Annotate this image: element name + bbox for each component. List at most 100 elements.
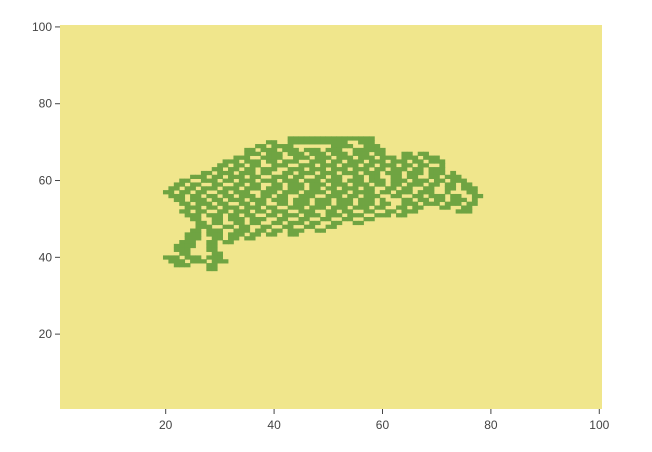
live-cell <box>200 259 207 264</box>
live-cell <box>428 155 435 160</box>
live-cell <box>320 174 326 179</box>
live-cell <box>325 136 332 141</box>
x-tick-label: 40 <box>267 418 281 432</box>
live-cell <box>190 205 196 210</box>
live-cell <box>401 155 408 160</box>
live-cell <box>314 197 321 203</box>
live-cell <box>314 182 321 187</box>
live-cell <box>466 182 473 187</box>
live-cell <box>282 163 289 168</box>
live-cell <box>287 159 294 164</box>
live-cell <box>347 209 354 214</box>
live-cell <box>325 178 332 183</box>
live-cell <box>412 174 419 179</box>
live-cell <box>271 232 278 237</box>
live-cell <box>179 263 186 268</box>
live-cell <box>309 182 316 187</box>
live-cell <box>358 167 364 172</box>
live-cell <box>298 197 305 203</box>
live-cell <box>282 170 289 176</box>
live-cell <box>228 240 234 245</box>
live-cell <box>282 209 289 214</box>
live-cell <box>179 182 186 187</box>
live-cell <box>352 159 359 164</box>
live-cell <box>336 136 343 141</box>
live-cell <box>233 228 240 233</box>
live-cell <box>412 159 419 164</box>
live-cell <box>363 201 370 206</box>
live-cell <box>423 178 429 183</box>
live-cell <box>358 174 364 179</box>
live-cell <box>347 136 354 141</box>
live-cell <box>428 186 435 191</box>
live-cell <box>352 163 359 168</box>
live-cell <box>461 186 467 191</box>
live-cell <box>363 144 370 149</box>
live-cell <box>379 151 386 156</box>
live-cell <box>358 155 364 160</box>
live-cell <box>228 193 234 199</box>
live-cell <box>379 197 386 203</box>
live-cell <box>222 205 229 210</box>
live-cell <box>206 228 213 233</box>
live-cell <box>325 217 332 222</box>
live-cell <box>336 167 343 172</box>
live-cell <box>179 251 186 256</box>
live-cell <box>179 178 186 183</box>
live-cell <box>190 213 196 218</box>
live-cell <box>406 174 413 179</box>
live-cell <box>390 163 397 168</box>
live-cell <box>228 213 234 218</box>
live-cell <box>406 209 413 214</box>
live-cell <box>363 136 370 141</box>
live-cell <box>233 205 240 210</box>
live-cell <box>358 136 364 141</box>
live-cell <box>325 163 332 168</box>
live-cell <box>417 205 424 210</box>
live-cell <box>287 147 294 153</box>
live-cell <box>417 170 424 176</box>
live-cell <box>238 193 245 199</box>
live-cell <box>396 174 402 179</box>
live-cell <box>428 170 435 176</box>
live-cell <box>276 186 283 191</box>
live-cell <box>374 205 381 210</box>
live-cell <box>238 155 245 160</box>
live-cell <box>244 193 251 199</box>
live-cell <box>200 224 207 229</box>
live-cell <box>406 155 413 160</box>
live-cell <box>244 170 251 176</box>
live-cell <box>461 209 467 214</box>
live-cell <box>396 159 402 164</box>
live-cell <box>276 197 283 203</box>
live-cell <box>200 178 207 183</box>
live-cell <box>287 140 294 145</box>
live-cell <box>401 209 408 214</box>
live-cell <box>293 190 299 195</box>
live-cell <box>368 147 375 153</box>
live-cell <box>260 170 267 176</box>
live-cell <box>244 213 251 218</box>
live-cell <box>331 178 337 183</box>
live-cell <box>184 190 191 195</box>
live-cell <box>455 201 462 206</box>
x-tick-label: 100 <box>589 418 609 432</box>
live-cell <box>331 205 337 210</box>
live-cell <box>325 197 332 203</box>
live-cell <box>347 213 354 218</box>
live-cell <box>179 201 186 206</box>
live-cell <box>282 190 289 195</box>
live-cell <box>331 163 337 168</box>
live-cell <box>162 190 169 195</box>
live-cell <box>206 193 213 199</box>
live-cell <box>276 228 283 233</box>
live-cell <box>314 174 321 179</box>
live-cell <box>228 232 234 237</box>
live-cell <box>190 228 196 233</box>
live-cell <box>233 182 240 187</box>
live-cell <box>265 193 272 199</box>
live-cell <box>331 147 337 153</box>
live-cell <box>331 136 337 141</box>
live-cell <box>412 178 419 183</box>
live-cell <box>293 151 299 156</box>
